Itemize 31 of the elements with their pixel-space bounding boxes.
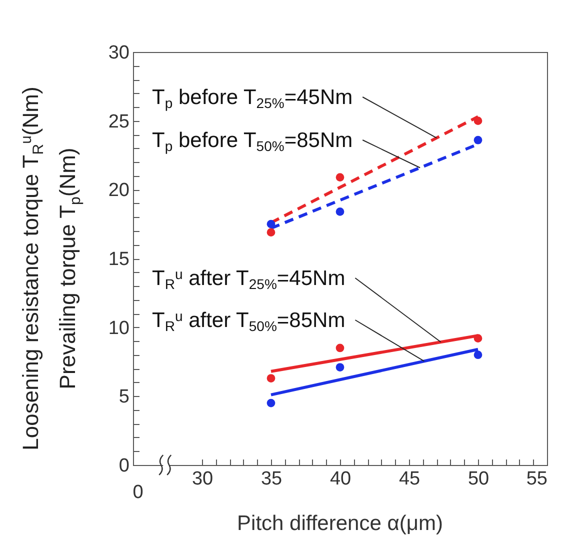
y-tick-label: 10 [108,318,130,339]
point [474,136,482,144]
point [266,220,276,228]
y-tick-label: 25 [108,111,130,132]
y-tick-label: 5 [118,386,130,408]
x-tick-label: 35 [260,468,282,490]
point [266,374,276,382]
x-tick-label: 45 [398,468,420,490]
y-tick-label: 30 [108,42,130,64]
text: 0 [132,482,144,503]
point [474,116,482,126]
text: T$_{R}$$^{u}$ after T$_{50%}$=85Nm [152,308,346,334]
point [336,344,344,352]
series-label: T$_{p}$ before T$_{50%}$=85Nm [152,129,353,154]
point [266,398,276,408]
y-tick-label: 20 [108,180,130,202]
x-tick-label: 40 [330,468,352,490]
point [474,334,482,343]
x-tick-label: 55 [526,468,548,490]
x-tick-label: 30 [192,468,214,490]
point [336,173,344,182]
point [266,228,276,237]
x-tick-label: 50 [468,468,490,490]
y-tick-label: 15 [108,249,130,270]
text: T$_{R}$$^{u}$ after T$_{25%}$=45Nm [152,266,346,292]
y-tick-label: 0 [118,456,130,476]
x-axis-title: Pitch difference α(μm) [237,512,443,535]
text: T$_{p}$ before T$_{25%}$=45Nm [152,86,353,112]
point [336,363,344,372]
point [474,350,482,360]
point [336,208,344,216]
